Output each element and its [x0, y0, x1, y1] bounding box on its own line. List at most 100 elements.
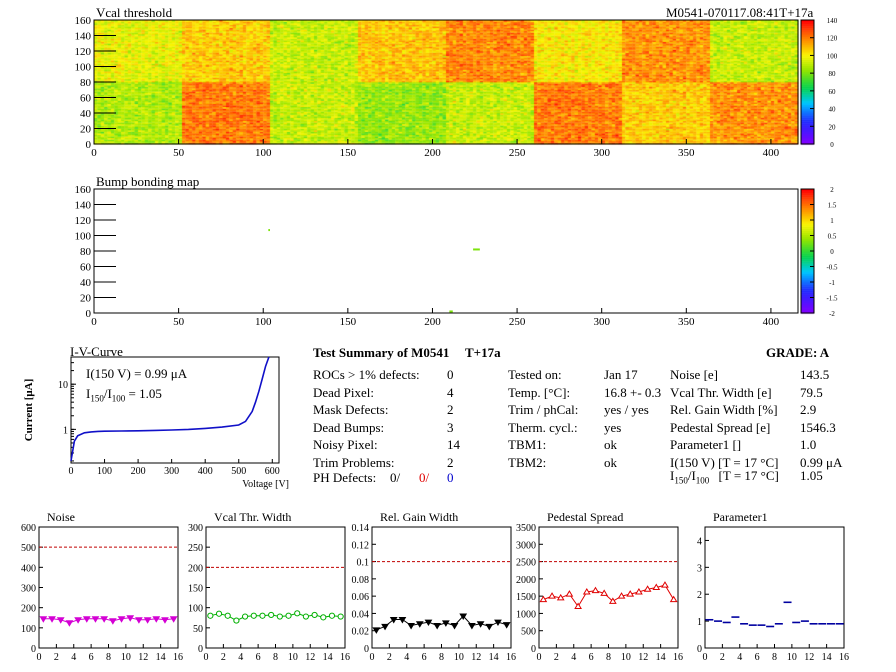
gain-width-ytick-label: 0	[364, 644, 369, 655]
noise-xtick-label: 14	[156, 652, 166, 663]
ratio-row-sub-100: 100	[695, 475, 710, 486]
summary-mid-row-label: Tested on:	[508, 367, 562, 382]
summary-mid-row-label: Trim / phCal:	[508, 402, 579, 417]
vcal-map-frame	[93, 19, 799, 145]
iv-ratio-text: I150/I100 = 1.05	[86, 386, 162, 407]
vcal-width-ytick-label: 250	[188, 543, 203, 554]
vcal-map-scale-label: 80	[829, 70, 837, 78]
bump-map-xtick-label: 100	[255, 316, 272, 328]
vcal-map-title: Vcal threshold	[96, 5, 173, 20]
noise-point	[152, 616, 161, 623]
parameter1-xtick-label: 10	[787, 652, 797, 663]
ratio-slash: /I	[103, 386, 112, 401]
vcal-map-scale-label: 140	[827, 17, 838, 25]
pedestal-spread-point	[556, 593, 565, 601]
vcal-width-point	[207, 612, 214, 619]
noise-point	[126, 615, 135, 622]
vcal-map-ytick-label: 0	[86, 139, 92, 151]
gain-width-xtick-label: 2	[387, 652, 392, 663]
bump-map-xtick-label: 50	[173, 316, 185, 328]
summary-left-row-label: Noisy Pixel:	[313, 437, 378, 452]
pedestal-spread-xtick-label: 0	[537, 652, 542, 663]
noise-xtick-label: 4	[71, 652, 76, 663]
noise-xtick-label: 10	[121, 652, 131, 663]
pedestal-spread-title: Pedestal Spread	[547, 510, 623, 524]
pedestal-spread-point	[669, 595, 678, 603]
parameter1-xtick-label: 16	[839, 652, 849, 663]
pedestal-spread-point	[565, 590, 574, 597]
pedestal-spread-series-line	[543, 584, 675, 608]
parameter1-ytick-label: 1	[697, 617, 702, 628]
gain-width-ytick-label: 0.14	[352, 523, 370, 534]
noise-point	[117, 616, 126, 623]
vcal-width-ytick-label: 150	[188, 584, 203, 595]
pedestal-spread-xtick-label: 16	[673, 652, 683, 663]
module-id-label: M0541-070117.08:41T+17a	[666, 5, 814, 20]
noise-ytick-label: 400	[21, 563, 36, 574]
gain-width-xtick-label: 12	[471, 652, 481, 663]
ratio-row-i1: I	[670, 468, 675, 483]
noise-ytick-label: 500	[21, 543, 36, 554]
pedestal-spread-xtick-label: 6	[589, 652, 594, 663]
vcal-map-ytick-label: 160	[75, 15, 92, 27]
noise-xtick-label: 12	[138, 652, 148, 663]
summary-right-row-label: I(150 V) [T = 17 °C]	[670, 454, 779, 470]
noise-point	[169, 616, 178, 623]
noise-point	[143, 617, 152, 624]
vcal-width-point	[250, 612, 257, 619]
pedestal-spread-ytick-label: 3500	[516, 523, 536, 534]
noise-point	[161, 617, 169, 624]
gain-width-point	[424, 619, 433, 627]
pedestal-spread-point	[617, 592, 626, 599]
gain-width-xtick-label: 6	[422, 652, 427, 663]
parameter1-ytick-label: 3	[697, 563, 702, 574]
gain-width-title: Rel. Gain Width	[380, 510, 458, 524]
gain-width-xtick-label: 16	[506, 652, 516, 663]
vcal-map-scale-label: 120	[827, 35, 838, 43]
bump-map-ytick-label: 40	[80, 277, 92, 289]
vcal-width-title: Vcal Thr. Width	[214, 510, 291, 524]
vcal-map-scale-label: 20	[829, 123, 837, 131]
gain-width-point	[372, 627, 381, 634]
summary-mid-row-label: Therm. cycl.:	[508, 419, 578, 435]
summary-right-row-label: Parameter1 []	[670, 437, 742, 452]
noise-point	[48, 616, 56, 623]
ph-value-3: 0	[447, 470, 454, 485]
pedestal-spread-xtick-label: 10	[621, 652, 631, 663]
vcal-width-xtick-label: 14	[323, 652, 333, 663]
summary-mid-row-label: Temp. [°C]:	[508, 384, 571, 400]
pedestal-spread-ytick-label: 0	[531, 644, 536, 655]
vcal-map-ytick-label: 140	[75, 31, 92, 43]
vcal-width-point	[224, 612, 231, 619]
summary-mid-row-label: TBM1:	[508, 437, 547, 452]
iv-curve-title: I-V-Curve	[70, 344, 123, 359]
gain-width-point	[502, 622, 511, 629]
bump-map-xtick-label: 250	[509, 316, 526, 328]
vcal-width-xtick-label: 4	[238, 652, 243, 663]
vcal-width-ytick-label: 200	[188, 563, 203, 574]
gain-width-xtick-label: 4	[404, 652, 409, 663]
bump-map-scale-label: 0	[830, 248, 834, 256]
vcal-width-point	[285, 612, 292, 619]
gain-width-ytick-label: 0.06	[352, 592, 370, 603]
gain-width-frame	[371, 526, 512, 649]
noise-xtick-label: 16	[173, 652, 183, 663]
summary-mid-row-value: ok	[604, 437, 617, 452]
vcal-map-ytick-label: 80	[80, 77, 92, 89]
noise-xtick-label: 0	[37, 652, 42, 663]
summary-title: Test Summary of M0541	[313, 345, 450, 360]
gain-width-series-line	[376, 615, 507, 631]
summary-right-row-value: 79.5	[800, 384, 823, 400]
iv-ytick-label: 1	[63, 425, 68, 436]
vcal-width-point	[337, 613, 344, 620]
iv-xtick-label: 600	[265, 466, 280, 477]
summary-left-row-label: Mask Defects:	[313, 402, 389, 417]
pedestal-spread-point	[539, 595, 548, 603]
noise-title: Noise	[47, 510, 75, 524]
vcal-map-xtick-label: 400	[763, 147, 780, 159]
pedestal-spread-xtick-label: 2	[554, 652, 559, 663]
bump-map-hit	[449, 310, 453, 313]
noise-point	[65, 620, 74, 627]
summary-mid-row-value: 16.8 +- 0.3	[604, 384, 662, 400]
